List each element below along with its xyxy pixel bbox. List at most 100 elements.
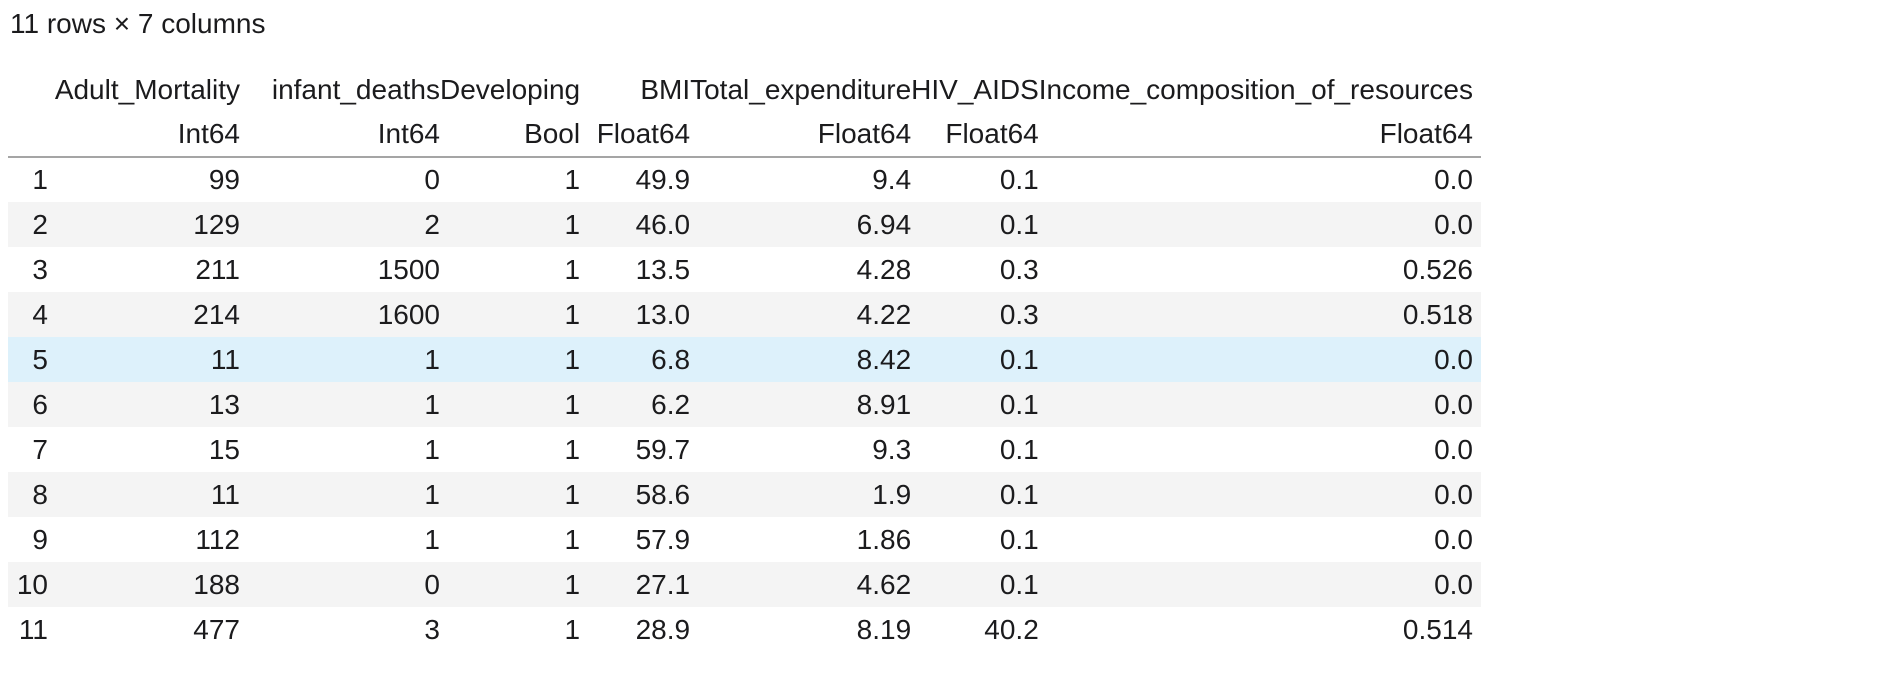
table-cell: 4.22: [856, 298, 912, 330]
column-header-developing: Developing: [440, 74, 581, 105]
row-index: 10: [16, 568, 48, 600]
table-cell: 49.9: [635, 164, 691, 195]
table-cell: 8.91: [856, 388, 912, 420]
table-row: 4 214 1600 1 13.0 4.22 0.3 0.518: [8, 292, 1481, 337]
table-cell: 6.2: [651, 388, 691, 420]
table-cell: 13.0: [635, 298, 691, 330]
row-index: 2: [32, 208, 48, 240]
table-cell: 0.0: [1434, 164, 1473, 195]
table-cell: 28.9: [635, 613, 691, 645]
table-cell: 112: [195, 523, 240, 555]
table-row: 9 112 1 1 57.9 1.86 0.1 0.0: [8, 517, 1481, 562]
table-cell: 0.518: [1402, 298, 1473, 330]
column-header-income-composition: Income_composition_of_resources: [1038, 74, 1473, 105]
table-cell: 0.3: [999, 298, 1039, 330]
column-header-total-expenditure: Total_expenditure: [690, 74, 912, 105]
table-cell: 1.86: [856, 523, 912, 555]
table-row: 10 188 0 1 27.1 4.62 0.1 0.0: [8, 562, 1481, 607]
table-cell: 1: [564, 388, 581, 420]
table-cell: 0.0: [1434, 568, 1473, 600]
column-type: Float64: [690, 112, 912, 158]
table-row: 11 477 3 1 28.9 8.19 40.2 0.514: [8, 607, 1481, 652]
table-row: 8 11 1 1 58.6 1.9 0.1 0.0: [8, 472, 1481, 517]
row-index: 6: [32, 388, 48, 420]
column-header-infant-deaths: infant_deaths: [271, 74, 440, 105]
table-summary: 11 rows × 7 columns: [10, 8, 266, 39]
table-cell: 57.9: [635, 523, 691, 555]
table-cell: 0.1: [999, 343, 1039, 375]
header-row-names: Adult_Mortality infant_deaths Developing…: [8, 68, 1481, 112]
table-cell: 58.6: [635, 478, 691, 510]
table-cell: 0.0: [1434, 478, 1473, 510]
table-cell: 1600: [377, 298, 440, 330]
table-cell: 46.0: [635, 208, 691, 240]
table-row: 3 211 1500 1 13.5 4.28 0.3 0.526: [8, 247, 1481, 292]
column-type: Int64: [240, 112, 440, 158]
table-cell: 59.7: [635, 433, 691, 465]
table-cell: 0.3: [999, 253, 1039, 285]
table-cell: 11: [210, 343, 240, 375]
table-cell: 0.0: [1434, 433, 1473, 465]
table-cell: 0.514: [1402, 613, 1473, 645]
table-cell: 211: [195, 253, 240, 285]
table-cell: 1: [564, 253, 581, 285]
table-cell: 1: [564, 613, 581, 645]
table-cell: 1: [564, 433, 581, 465]
table-row: 1 99 0 1 49.9 9.4 0.1 0.0: [8, 157, 1481, 202]
table-cell: 0.1: [999, 433, 1039, 465]
table-cell: 1: [564, 478, 581, 510]
table-cell: 1: [564, 343, 581, 375]
dataframe-table: Adult_Mortality infant_deaths Developing…: [8, 68, 1481, 652]
table-cell: 2: [424, 208, 440, 240]
column-type: Int64: [48, 112, 240, 158]
table-cell: 13: [208, 388, 240, 420]
table-cell: 188: [193, 568, 240, 600]
table-cell: 9.4: [872, 164, 912, 195]
table-cell: 0.526: [1402, 253, 1473, 285]
index-column-header: [8, 68, 48, 112]
table-cell: 8.19: [856, 613, 912, 645]
table-cell: 129: [193, 208, 240, 240]
table-cell: 0.0: [1434, 523, 1473, 555]
row-index: 11: [18, 613, 48, 645]
column-type: Float64: [911, 112, 1039, 158]
table-row: 2 129 2 1 46.0 6.94 0.1 0.0: [8, 202, 1481, 247]
table-cell: 6.8: [651, 343, 691, 375]
table-cell: 1: [564, 568, 581, 600]
column-type: Float64: [580, 112, 691, 158]
row-index: 7: [32, 433, 48, 465]
table-cell: 1: [424, 343, 440, 375]
table-cell: 1: [564, 208, 581, 240]
table-cell: 11: [210, 478, 240, 510]
row-index: 4: [32, 298, 48, 330]
table-row: 5 11 1 1 6.8 8.42 0.1 0.0: [8, 337, 1481, 382]
table-cell: 0.1: [999, 208, 1039, 240]
table-cell: 1: [564, 164, 581, 195]
table-cell: 0: [424, 568, 440, 600]
column-header-bmi: BMI: [640, 74, 691, 105]
column-header-hiv-aids: HIV_AIDS: [911, 74, 1039, 105]
table-cell: 1: [564, 298, 581, 330]
table-cell: 1500: [377, 253, 440, 285]
table-cell: 0.1: [999, 568, 1039, 600]
table-cell: 0: [424, 164, 440, 195]
table-cell: 0.1: [999, 164, 1039, 195]
row-index: 9: [32, 523, 48, 555]
table-cell: 0.0: [1434, 208, 1473, 240]
table-cell: 1: [424, 433, 440, 465]
table-cell: 15: [208, 433, 240, 465]
table-cell: 27.1: [635, 568, 691, 600]
table-row: 6 13 1 1 6.2 8.91 0.1 0.0: [8, 382, 1481, 427]
index-column-type: [8, 112, 48, 158]
table-cell: 1.9: [872, 478, 912, 510]
row-index: 8: [32, 478, 48, 510]
column-header-adult-mortality: Adult_Mortality: [54, 74, 240, 105]
table-cell: 4.62: [856, 568, 912, 600]
row-index: 5: [32, 343, 48, 375]
table-cell: 1: [564, 523, 581, 555]
table-cell: 0.1: [999, 523, 1039, 555]
table-cell: 1: [424, 478, 440, 510]
table-cell: 1: [424, 523, 440, 555]
column-type: Bool: [440, 112, 581, 158]
